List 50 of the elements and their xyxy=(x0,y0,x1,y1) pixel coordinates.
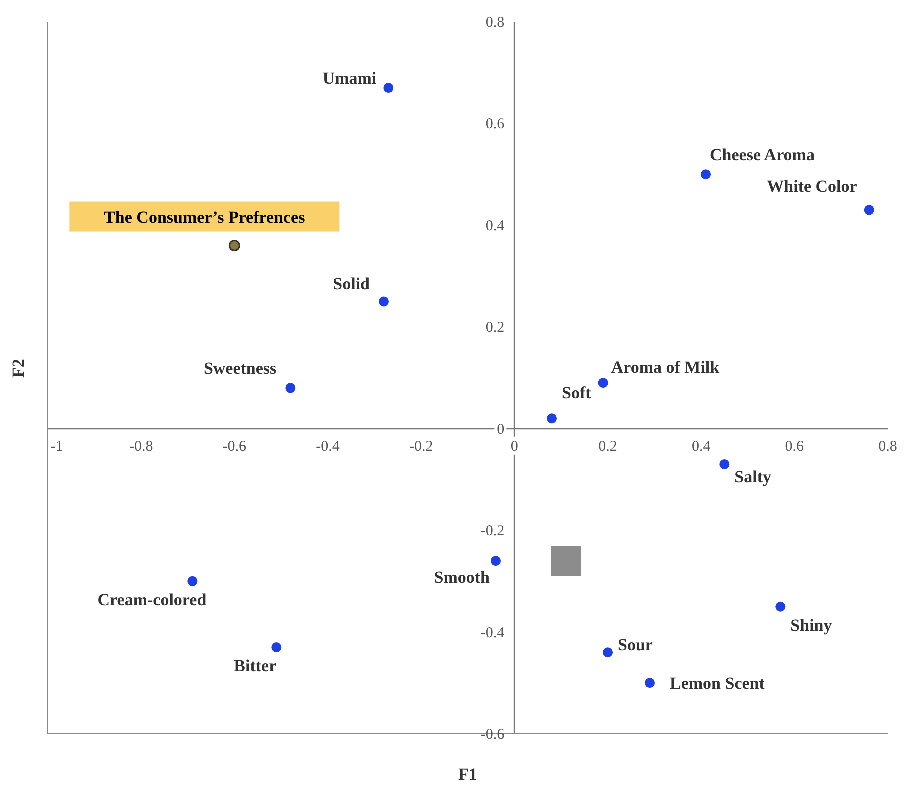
annotation: Soft xyxy=(562,384,592,403)
annotation: Shiny xyxy=(790,616,833,635)
y-tick-label: -0.4 xyxy=(480,625,506,642)
annotation: Salty xyxy=(734,467,772,486)
y-tick-label: 0 xyxy=(497,422,505,438)
point xyxy=(720,459,730,470)
x-tick-label: 0.2 xyxy=(598,438,618,455)
x-tick-label: 0.8 xyxy=(878,438,898,455)
x-axis-title: F1 xyxy=(458,765,478,784)
x-tick-label: -1 xyxy=(50,438,64,455)
x-tick-label: 0 xyxy=(510,438,518,455)
point xyxy=(551,546,581,576)
point xyxy=(272,642,282,653)
annotation: Solid xyxy=(333,274,371,294)
y-tick-label: 0.4 xyxy=(486,218,506,234)
x-tick-label: -0.8 xyxy=(129,438,154,455)
y-tick-label: 0.2 xyxy=(486,320,505,336)
point xyxy=(864,205,874,216)
point xyxy=(701,170,711,180)
x-tick-label: -0.4 xyxy=(316,438,340,455)
y-tick-label: -0.2 xyxy=(480,524,505,540)
annotation: Sweetness xyxy=(204,359,278,378)
annotation: Cheese Aroma xyxy=(710,146,816,165)
point xyxy=(645,678,655,688)
x-tick-label: 0.6 xyxy=(785,438,805,455)
y-axis-title: F2 xyxy=(9,359,28,378)
annotation: Sour xyxy=(618,636,654,655)
annotation: Cream-colored xyxy=(98,590,208,610)
annotation: Smooth xyxy=(434,568,491,588)
y-tick-label: 0.8 xyxy=(486,15,505,31)
annotation: Umami xyxy=(322,69,377,88)
point xyxy=(603,648,613,658)
point xyxy=(384,83,394,94)
annotation: White Color xyxy=(767,177,858,196)
annotation: Aroma of Milk xyxy=(611,358,720,378)
point xyxy=(776,602,786,612)
annotation: Lemon Scent xyxy=(670,674,766,694)
point xyxy=(547,414,557,424)
annotation: Bitter xyxy=(234,656,278,676)
point xyxy=(379,296,389,307)
point xyxy=(228,240,240,252)
y-tick-label: 0.6 xyxy=(486,116,506,133)
point xyxy=(286,383,296,394)
point xyxy=(491,556,501,566)
x-tick-label: -0.2 xyxy=(409,438,434,455)
x-tick-label: -0.6 xyxy=(222,438,248,455)
point xyxy=(598,378,608,388)
label-highlight: The Consumer’s Prefrences xyxy=(70,202,340,232)
x-tick-label: 0.4 xyxy=(692,438,712,455)
point xyxy=(188,576,198,586)
